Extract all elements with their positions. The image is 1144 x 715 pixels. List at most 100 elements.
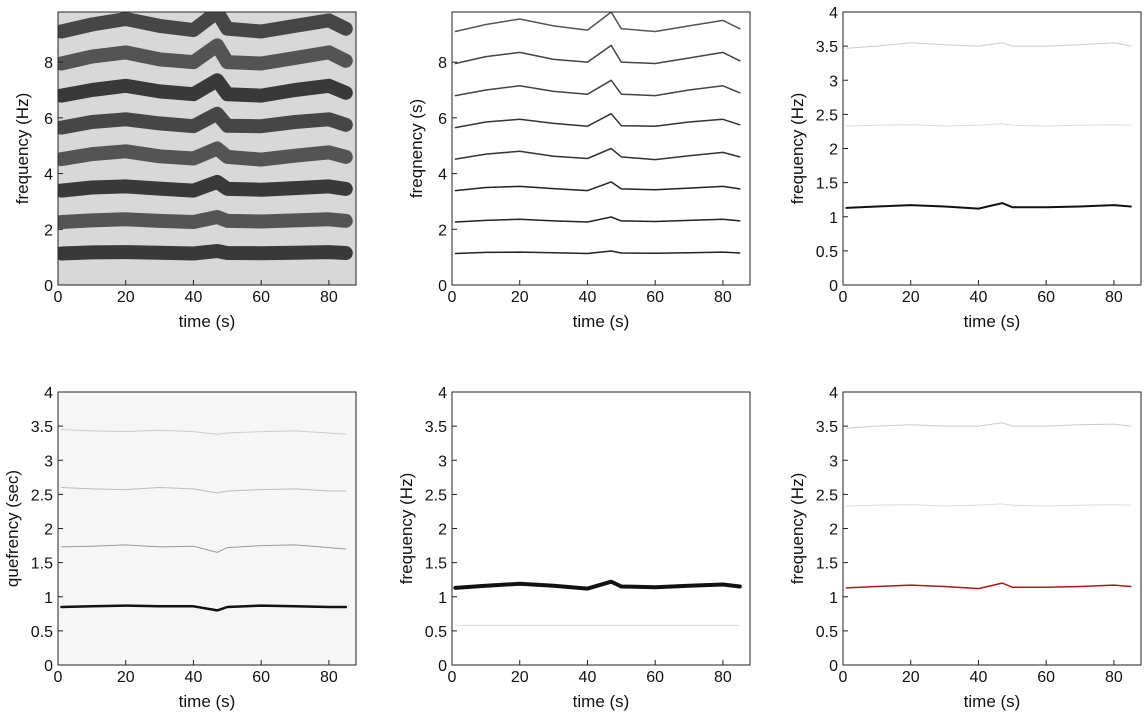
y-tick-label: 2.5 xyxy=(816,487,838,504)
trace xyxy=(58,244,353,261)
y-tick-label: 3 xyxy=(44,453,53,470)
y-tick-label: 3 xyxy=(829,453,838,470)
x-tick-label: 40 xyxy=(970,289,988,306)
x-tick-label: 60 xyxy=(646,289,664,306)
y-tick-label: 1 xyxy=(438,590,447,607)
y-tick-label: 3 xyxy=(438,453,447,470)
y-tick-label: 3 xyxy=(829,73,838,90)
y-axis-label: frequency (Hz) xyxy=(13,93,32,204)
y-axis-label: frequency (Hz) xyxy=(397,473,416,584)
plot-area xyxy=(60,429,348,612)
x-tick-label: 0 xyxy=(448,289,457,306)
y-tick-label: 3.5 xyxy=(31,419,53,436)
x-tick-label: 0 xyxy=(54,669,63,686)
y-tick-label: 1 xyxy=(44,590,53,607)
y-tick-label: 2 xyxy=(438,522,447,539)
x-tick-label: 80 xyxy=(1105,669,1123,686)
trace xyxy=(58,73,353,103)
trace xyxy=(58,210,353,229)
y-tick-label: 4 xyxy=(829,5,838,22)
y-axis-label: freqnency (s) xyxy=(407,99,426,198)
x-tick-label: 80 xyxy=(320,669,338,686)
y-tick-label: 4 xyxy=(829,385,838,402)
x-tick-label: 20 xyxy=(902,289,920,306)
y-tick-label: 0 xyxy=(438,658,447,675)
trace xyxy=(60,604,348,612)
x-tick-label: 20 xyxy=(511,289,529,306)
trace xyxy=(454,147,741,161)
axes-frame xyxy=(451,11,751,286)
x-axis-label: time (s) xyxy=(573,312,630,331)
x-tick-label: 60 xyxy=(1037,669,1055,686)
y-tick-label: 3.5 xyxy=(816,39,838,56)
x-tick-label: 20 xyxy=(511,669,529,686)
y-tick-label: 2 xyxy=(44,222,53,239)
trace xyxy=(845,202,1132,210)
trace xyxy=(60,544,347,553)
y-tick-label: 1.5 xyxy=(31,556,53,573)
x-tick-label: 0 xyxy=(448,669,457,686)
trace xyxy=(58,141,353,167)
plot-area xyxy=(454,12,741,255)
y-tick-label: 1 xyxy=(829,210,838,227)
plot-area xyxy=(845,422,1132,590)
y-tick-label: 2 xyxy=(44,522,53,539)
y-tick-label: 1.5 xyxy=(816,176,838,193)
x-tick-label: 40 xyxy=(579,669,597,686)
y-tick-label: 2.5 xyxy=(816,107,838,124)
y-tick-label: 6 xyxy=(438,111,447,128)
y-axis-label: frequency (Hz) xyxy=(788,473,807,584)
x-tick-label: 80 xyxy=(714,289,732,306)
trace xyxy=(845,123,1132,127)
y-axis-label: frequency (Hz) xyxy=(788,93,807,204)
trace xyxy=(454,112,741,129)
trace xyxy=(845,422,1132,429)
x-tick-label: 40 xyxy=(185,289,203,306)
plot-background xyxy=(452,12,750,285)
x-axis-label: time (s) xyxy=(179,692,236,711)
axes-frame xyxy=(57,11,357,286)
trace xyxy=(58,106,353,135)
trace xyxy=(454,44,741,65)
plot-background xyxy=(843,12,1141,285)
y-tick-label: 6 xyxy=(44,111,53,128)
x-tick-label: 60 xyxy=(252,669,270,686)
trace xyxy=(60,487,347,494)
y-tick-label: 0.5 xyxy=(816,624,838,641)
trace xyxy=(845,582,1132,590)
y-tick-label: 2.5 xyxy=(425,487,447,504)
x-tick-label: 40 xyxy=(970,669,988,686)
y-tick-label: 4 xyxy=(44,167,53,184)
y-tick-label: 3.5 xyxy=(816,419,838,436)
x-tick-label: 20 xyxy=(117,289,135,306)
plot-area xyxy=(58,12,353,261)
trace xyxy=(58,174,353,198)
plot-area xyxy=(453,579,742,626)
x-tick-label: 60 xyxy=(646,669,664,686)
x-tick-label: 40 xyxy=(579,289,597,306)
y-tick-label: 0.5 xyxy=(816,244,838,261)
y-tick-label: 1 xyxy=(829,590,838,607)
x-axis-label: time (s) xyxy=(573,692,630,711)
x-axis-label: time (s) xyxy=(964,692,1021,711)
x-tick-label: 40 xyxy=(185,669,203,686)
trace xyxy=(58,38,353,71)
y-tick-label: 4 xyxy=(438,385,447,402)
x-tick-label: 20 xyxy=(902,669,920,686)
plot-background xyxy=(843,392,1141,665)
y-tick-label: 0 xyxy=(829,658,838,675)
x-axis-label: time (s) xyxy=(179,312,236,331)
x-tick-label: 60 xyxy=(1037,289,1055,306)
y-tick-label: 8 xyxy=(44,55,53,72)
x-tick-label: 80 xyxy=(1105,289,1123,306)
trace xyxy=(454,250,741,255)
x-tick-label: 80 xyxy=(714,669,732,686)
trace xyxy=(845,42,1132,49)
x-tick-label: 0 xyxy=(839,669,848,686)
trace xyxy=(454,181,741,192)
y-axis-label: quefrency (sec) xyxy=(3,470,22,587)
trace xyxy=(454,12,741,33)
y-tick-label: 2 xyxy=(829,142,838,159)
